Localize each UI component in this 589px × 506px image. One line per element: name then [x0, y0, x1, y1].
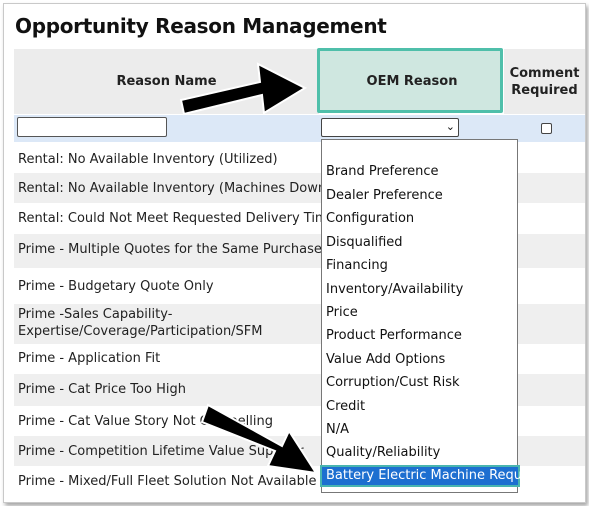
reason-name-cell: Prime - Application Fit	[18, 351, 161, 366]
column-header-oem-reason[interactable]: OEM Reason	[366, 74, 458, 89]
oem-reason-dropdown-list[interactable]: Brand Preference Dealer Preference Confi…	[321, 139, 518, 493]
reason-name-cell: Rental: No Available Inventory (Machines…	[18, 181, 332, 196]
dropdown-option[interactable]: Price	[326, 305, 358, 320]
dropdown-option[interactable]: Inventory/Availability	[326, 282, 464, 297]
reason-name-cell: Rental: No Available Inventory (Utilized…	[18, 152, 278, 167]
table-row[interactable]: Prime - Application Fit	[14, 344, 585, 374]
reason-name-filter-input[interactable]	[17, 117, 167, 137]
screenshot-frame: Opportunity Reason Management Reason Nam…	[3, 3, 586, 503]
dropdown-option[interactable]: Financing	[326, 258, 388, 273]
dropdown-option[interactable]: Disqualified	[326, 235, 403, 250]
chevron-down-icon: ⌄	[445, 120, 455, 133]
comment-required-filter-checkbox[interactable]	[541, 123, 552, 134]
dropdown-option[interactable]: N/A	[326, 422, 349, 437]
dropdown-option[interactable]: Corruption/Cust Risk	[326, 375, 460, 390]
oem-reason-filter-select[interactable]: ⌄	[321, 118, 459, 137]
column-header-reason-name[interactable]: Reason Name	[14, 49, 319, 114]
dropdown-option[interactable]: Dealer Preference	[326, 188, 443, 203]
reason-name-cell: Prime -Sales Capability-Expertise/Covera…	[18, 307, 263, 339]
reason-name-cell: Prime - Competition Lifetime Value Super…	[18, 444, 304, 459]
reason-name-cell: Prime - Cat Value Story Not Compelling	[18, 414, 273, 429]
reason-name-cell: Prime - Cat Price Too High	[18, 382, 186, 397]
oem-reason-highlight-box	[317, 48, 503, 113]
table-row[interactable]: Prime - Budgetary Quote Only	[14, 268, 585, 304]
dropdown-option[interactable]: Product Performance	[326, 328, 462, 343]
table-row[interactable]: Rental: No Available Inventory (Utilized…	[14, 147, 585, 173]
reason-name-cell: Rental: Could Not Meet Requested Deliver…	[18, 211, 336, 226]
reason-name-cell: Prime - Budgetary Quote Only	[18, 279, 214, 294]
dropdown-option[interactable]: Brand Preference	[326, 164, 439, 179]
column-header-comment-required[interactable]: Comment Required	[504, 49, 585, 114]
table-row[interactable]: Rental: Could Not Meet Requested Deliver…	[14, 203, 585, 234]
dropdown-option[interactable]: Credit	[326, 399, 366, 414]
reason-name-cell: Prime - Mixed/Full Fleet Solution Not Av…	[18, 474, 317, 489]
dropdown-option[interactable]: Value Add Options	[326, 352, 446, 367]
dropdown-option[interactable]: Quality/Reliability	[326, 445, 441, 460]
dropdown-option[interactable]: Configuration	[326, 211, 415, 226]
reason-name-cell: Prime - Multiple Quotes for the Same Pur…	[18, 242, 322, 257]
dropdown-option-highlighted[interactable]: Battery Electric Machine Required	[320, 465, 547, 487]
table-row[interactable]: Prime - Mixed/Full Fleet Solution Not Av…	[14, 466, 585, 496]
page-title: Opportunity Reason Management	[15, 14, 387, 38]
